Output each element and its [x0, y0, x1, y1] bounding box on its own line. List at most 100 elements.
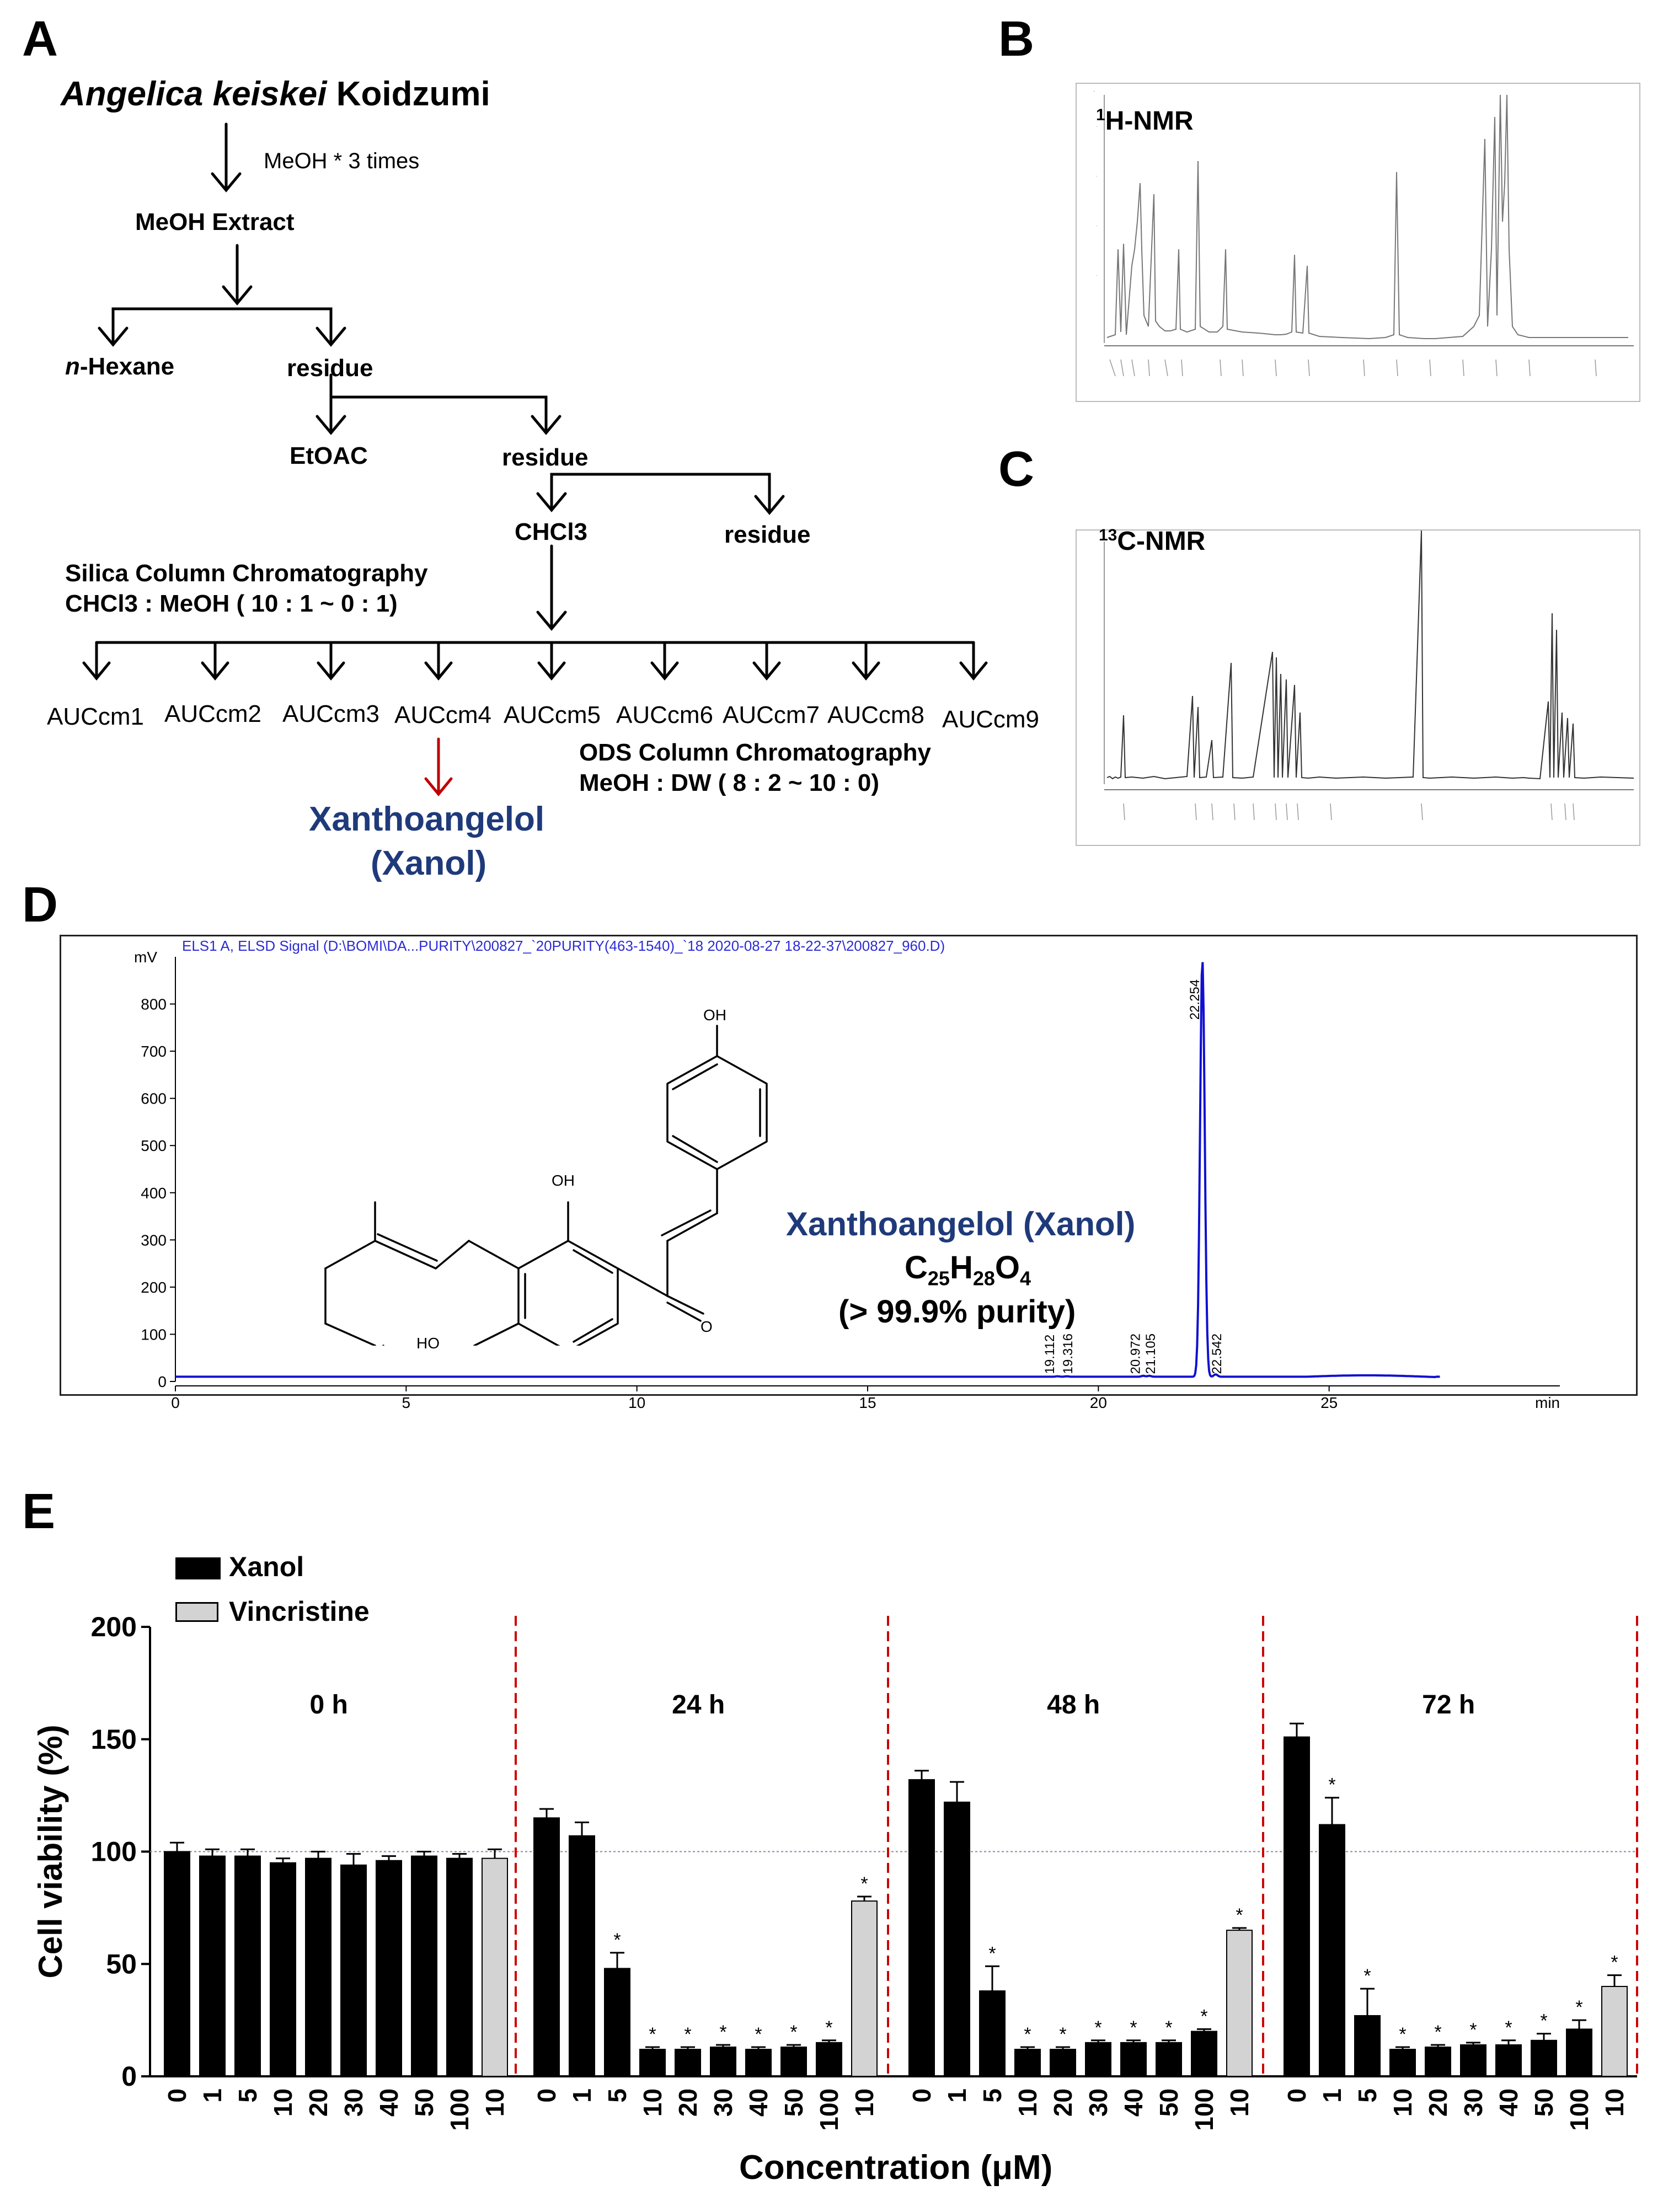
c-nmr-label: 13C-NMR [1099, 526, 1205, 556]
x-tick-label: 100 [445, 2088, 474, 2131]
x-tick-label: 40 [744, 2088, 773, 2117]
x-tick-label: 50 [1530, 2088, 1558, 2117]
panel-label-d: D [22, 877, 58, 933]
x-tick-label: 30 [339, 2088, 368, 2117]
silica-solvent: CHCl3 : MeOH ( 10 : 1 ~ 0 : 1) [65, 590, 398, 617]
fraction-2: AUCcm2 [164, 700, 262, 727]
significance-star: * [790, 2022, 797, 2043]
hplc-x-tick-label: 20 [1090, 1394, 1107, 1411]
bar [1460, 2044, 1486, 2077]
bar [1226, 1930, 1253, 2077]
significance-star: * [719, 2022, 726, 2043]
x-tick-label: 0 [163, 2088, 191, 2103]
bar-y-tick-label: 100 [91, 1836, 137, 1867]
bar [569, 1835, 595, 2077]
bracket-etoac [329, 395, 548, 432]
bar [639, 2049, 666, 2077]
hexane-prefix: n [65, 353, 80, 380]
significance-star: * [1505, 2017, 1512, 2038]
bar-y-tick-label: 150 [91, 1724, 137, 1755]
hexane: n-Hexane [65, 353, 174, 381]
plant-authority: Koidzumi [336, 75, 490, 113]
significance-star: * [649, 2024, 656, 2045]
residue-3: residue [724, 521, 811, 548]
hplc-peak-label: 19.112 [1042, 1335, 1057, 1374]
h-nmr-label-sup: 1 [1096, 106, 1105, 124]
fraction-4: AUCcm4 [394, 701, 492, 729]
hplc-signal-trace [175, 962, 1440, 1379]
bar [1319, 1824, 1345, 2077]
hplc-header: ELS1 A, ELSD Signal (D:\BOMI\DA...PURITY… [182, 938, 945, 954]
significance-star: * [988, 1943, 996, 1964]
bar [446, 1857, 473, 2077]
x-tick-label: 10 [1600, 2088, 1629, 2117]
h-nmr-label-text: H-NMR [1105, 106, 1194, 136]
step1-note: MeOH * 3 times [264, 149, 420, 173]
significance-star: * [1611, 1952, 1618, 1973]
x-tick-label: 40 [1494, 2088, 1523, 2117]
x-tick-label: 40 [1119, 2088, 1148, 2117]
c-nmr-trace [1104, 530, 1634, 821]
x-tick-label: 5 [233, 2088, 262, 2103]
arrowhead-6 [531, 415, 562, 435]
hplc-x-tick-label: 10 [628, 1394, 645, 1411]
bar [1156, 2042, 1182, 2077]
product-arrow [424, 737, 453, 796]
bar [1085, 2042, 1111, 2077]
fraction-9: AUCcm9 [942, 706, 1040, 733]
h-nmr-integration-marks [1109, 359, 1597, 377]
c-nmr-peak-marks [1123, 803, 1575, 821]
hplc-x-tick-label: 0 [171, 1394, 180, 1411]
ods-solvent: MeOH : DW ( 8 : 2 ~ 10 : 0) [579, 769, 879, 796]
plant-genus: Angelica keiskei [61, 75, 327, 113]
significance-star: * [1399, 2024, 1406, 2045]
bar [675, 2049, 701, 2077]
bar [1495, 2044, 1522, 2077]
x-tick-label: 10 [638, 2088, 667, 2117]
group-title: 72 h [1422, 1690, 1475, 1720]
formula-h: H [949, 1250, 973, 1286]
hplc-chart: 0 100 200 300 400 500 600 700 800 mV 0 5 10 15 20 25 min… [134, 949, 1560, 1411]
carbonyl-o-label: O [701, 1318, 713, 1335]
x-tick-label: 5 [978, 2088, 1007, 2103]
fraction-arrows [82, 641, 988, 681]
bar [164, 1851, 190, 2077]
bar [533, 1817, 560, 2077]
x-tick-label: 10 [480, 2088, 509, 2117]
formula-c: C [905, 1250, 928, 1286]
hplc-frame [60, 935, 1638, 1396]
hplc-x-unit: min [1535, 1394, 1560, 1411]
oh-label-top: OH [703, 1006, 726, 1024]
x-tick-label: 20 [1424, 2088, 1452, 2117]
bar [944, 1801, 970, 2077]
c-nmr-label-text: C-NMR [1117, 527, 1206, 556]
meoh-extract: MeOH Extract [135, 208, 295, 235]
panel-label-c: C [998, 442, 1034, 497]
bar [851, 1900, 878, 2077]
bar [780, 2047, 807, 2077]
x-tick-label: 100 [1565, 2088, 1594, 2131]
bar [745, 2049, 772, 2077]
formula-h-count: 28 [972, 1267, 995, 1290]
hplc-y-tick-label: 600 [141, 1090, 167, 1107]
svg-text:·: · [1096, 173, 1098, 179]
bar [1354, 2015, 1381, 2077]
x-tick-label: 0 [907, 2088, 936, 2103]
h-nmr-spectrum: · · · · · 1H-NMR [1076, 83, 1640, 402]
x-tick-label: 50 [1154, 2088, 1183, 2117]
bar [1120, 2042, 1147, 2077]
arrowhead-3 [98, 326, 129, 347]
significance-star: * [684, 2024, 691, 2045]
x-tick-label: 1 [198, 2088, 227, 2103]
significance-star: * [825, 2017, 832, 2038]
residue-2: residue [502, 444, 589, 471]
hplc-y-tick-label: 700 [141, 1043, 167, 1060]
x-tick-label: 1 [568, 2088, 596, 2103]
svg-text:·: · [1093, 88, 1095, 94]
significance-star: * [1575, 1997, 1582, 2018]
hplc-peak-label: 22.254 [1188, 979, 1202, 1020]
significance-star: * [1328, 1775, 1335, 1796]
flow-arrows [82, 122, 988, 796]
fraction-6: AUCcm6 [616, 701, 714, 729]
bar [270, 1862, 296, 2077]
